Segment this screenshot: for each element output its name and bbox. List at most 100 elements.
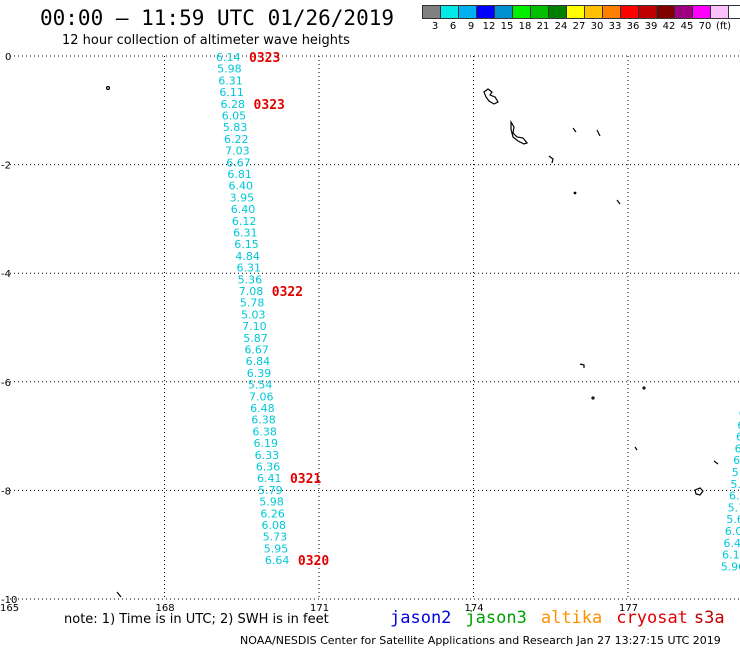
island [572, 127, 577, 133]
swh-value: 6.48 [250, 402, 275, 415]
color-scale-label: 33 [608, 21, 622, 32]
color-scale-label: 24 [554, 21, 568, 32]
legend-item: jason3 [465, 608, 527, 628]
map-subtitle: 12 hour collection of altimeter wave hei… [62, 33, 350, 48]
swh-value: 6.19 [722, 549, 740, 562]
color-scale-unit: (ft) [716, 21, 732, 32]
swh-value: 4.84 [235, 250, 260, 263]
swh-value: 6.12 [232, 215, 257, 228]
color-scale-label: 42 [662, 21, 676, 32]
color-scale-label: 6 [449, 21, 457, 32]
color-scale-label: 15 [500, 21, 514, 32]
time-label: 0321 [290, 472, 321, 487]
island [591, 396, 595, 400]
swh-value: 6.31 [218, 74, 243, 87]
swh-value: 5.83 [223, 121, 248, 134]
swh-value: 3.95 [230, 191, 255, 204]
time-label: 0323 [249, 51, 280, 66]
legend-item: altika [540, 608, 603, 628]
time-label: 0323 [254, 98, 285, 113]
swh-value: 7.03 [225, 145, 250, 158]
swh-value: 5.36 [238, 273, 263, 286]
island [116, 591, 122, 598]
swh-value: 5.54 [248, 379, 273, 392]
swh-value: 6.31 [236, 262, 260, 275]
latitude-label: -6 [1, 378, 11, 389]
color-scale-cell [728, 5, 740, 19]
island [616, 199, 621, 205]
graticule [10, 55, 740, 600]
color-scale-label: 18 [518, 21, 532, 32]
swh-value: 6.11 [219, 86, 244, 99]
swh-value: 5.66 [726, 513, 740, 526]
swh-value: 6.31 [233, 227, 258, 240]
latitude-label: 0 [5, 52, 11, 63]
swh-value: 5.73 [263, 531, 288, 544]
color-scale-label: 45 [680, 21, 694, 32]
color-scale-label: 27 [572, 21, 586, 32]
longitude-label: 171 [310, 603, 329, 614]
color-scale-label: 3 [431, 21, 439, 32]
color-scale-bar [422, 5, 740, 19]
swh-value: 6.40 [229, 180, 254, 193]
swh-value: 6.40 [231, 203, 256, 216]
island [596, 129, 601, 137]
color-scale-label: 12 [482, 21, 496, 32]
swh-value: 5.9 [732, 466, 740, 479]
latitude-label: -2 [1, 161, 11, 172]
swh-value: 6.15 [234, 238, 259, 251]
time-label: 0322 [272, 285, 303, 300]
swh-value: 6. [735, 442, 740, 455]
latitude-label: -8 [1, 486, 11, 497]
color-scale-label: 36 [626, 21, 640, 32]
swh-value: 6.38 [252, 425, 277, 438]
swh-value: 5.87 [243, 332, 268, 345]
island [573, 191, 577, 195]
note-text: note: 1) Time is in UTC; 2) SWH is in fe… [64, 612, 329, 627]
swh-value: 6.81 [227, 168, 252, 181]
satellite-legend: jason2 jason3 altika cryosat s3a [390, 608, 739, 628]
swh-value: 6.64 [265, 554, 290, 567]
swh-value: 6.05 [222, 110, 247, 123]
swh-value: 5.98 [217, 63, 242, 76]
swh-value: 5.78 [728, 501, 740, 514]
swh-value: 6.39 [247, 367, 271, 380]
swh-value: 6.08 [262, 519, 287, 532]
swh-value: 6.14 [216, 51, 241, 64]
swh-value: 6.28 [221, 98, 246, 111]
swh-value: 5.03 [241, 308, 266, 321]
color-scale-label: 39 [644, 21, 658, 32]
swh-value: 6.40 [723, 537, 740, 550]
swh-value: 6.67 [244, 344, 269, 357]
island [642, 386, 646, 390]
swh-value: 5.89 [730, 478, 740, 491]
swh-value: 5.95 [264, 542, 289, 555]
swh-value: 5.78 [240, 297, 265, 310]
island [105, 85, 111, 91]
time-label: 0320 [298, 554, 329, 569]
color-scale-label: 9 [467, 21, 475, 32]
island [548, 155, 554, 164]
island-outlines [105, 85, 719, 598]
island [713, 460, 719, 465]
swh-value: 6 [737, 419, 740, 432]
swh-value: 6 [739, 407, 740, 420]
swh-value: 5.96 [721, 560, 740, 573]
legend-item: cryosat [616, 608, 688, 628]
color-scale-label: 30 [590, 21, 604, 32]
swh-value: 5.79 [258, 484, 283, 497]
swh-value: 6.36 [256, 461, 281, 474]
longitude-label: 168 [156, 603, 175, 614]
swh-value: 6.58 [729, 490, 740, 503]
longitude-label: 177 [619, 603, 638, 614]
altimeter-tracks: 6.145.986.316.116.286.055.836.227.036.67… [216, 51, 740, 573]
island [694, 487, 704, 496]
latitude-label: -4 [1, 269, 11, 280]
swh-value: 7.08 [239, 285, 263, 298]
swh-value: 6 [736, 431, 740, 444]
swh-value: 7.10 [242, 320, 267, 333]
map-title: 00:00 – 11:59 UTC 01/26/2019 [40, 6, 395, 30]
island [634, 446, 638, 451]
